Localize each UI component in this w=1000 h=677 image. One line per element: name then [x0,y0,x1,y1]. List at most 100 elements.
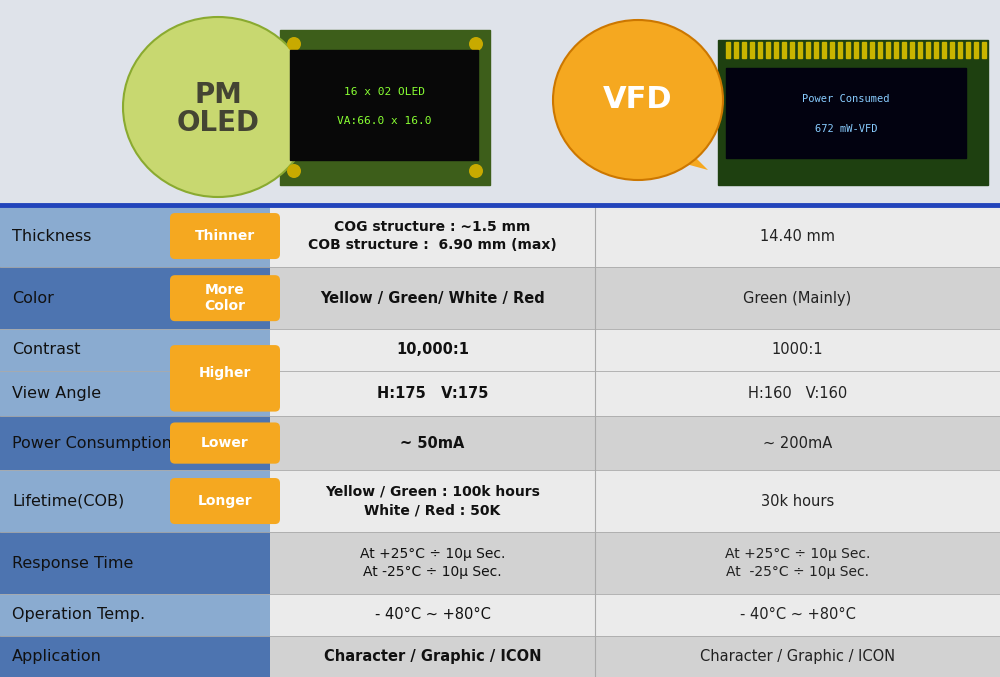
Bar [894,42,898,58]
FancyBboxPatch shape [170,213,280,259]
Text: 30k hours: 30k hours [761,494,834,508]
Text: COG structure : ~1.5 mm
COB structure :  6.90 mm (max): COG structure : ~1.5 mm COB structure : … [308,220,557,253]
Bar [270,416,1000,470]
Bar [942,42,946,58]
Bar [270,329,1000,370]
Text: Color: Color [12,290,54,305]
Text: Power Consumption: Power Consumption [12,435,172,451]
Bar [270,470,1000,532]
Bar [886,42,890,58]
Bar [918,42,922,58]
Text: Green (Mainly): Green (Mainly) [743,290,852,305]
Bar [846,42,850,58]
Bar [766,42,770,58]
Bar [798,42,802,58]
Bar [782,42,786,58]
Ellipse shape [553,20,723,180]
Bar [0,594,270,636]
Bar [902,42,906,58]
Bar [0,205,270,267]
Text: At +25°C ÷ 10μ Sec.
At  -25°C ÷ 10μ Sec.: At +25°C ÷ 10μ Sec. At -25°C ÷ 10μ Sec. [725,547,870,580]
Bar [0,470,270,532]
Bar [0,0,1000,205]
Text: Higher: Higher [199,387,251,400]
Text: Response Time: Response Time [12,556,133,571]
Text: Higher: Higher [199,366,251,380]
Text: At +25°C ÷ 10μ Sec.
At -25°C ÷ 10μ Sec.: At +25°C ÷ 10μ Sec. At -25°C ÷ 10μ Sec. [360,547,505,580]
Bar [0,636,270,677]
Bar [0,329,270,370]
Ellipse shape [123,17,313,197]
Bar [0,370,270,416]
Bar [0,267,270,329]
Text: Power Consumed: Power Consumed [802,95,890,104]
Bar [838,42,842,58]
Text: Operation Temp.: Operation Temp. [12,607,145,622]
Bar [966,42,970,58]
Text: 16 x 02 OLED: 16 x 02 OLED [344,87,424,97]
Bar [862,42,866,58]
Text: ~ 50mA: ~ 50mA [400,435,465,451]
Bar [950,42,954,58]
Bar [270,205,1000,267]
Bar [726,42,730,58]
Text: Lower: Lower [201,436,249,450]
Text: VA:66.0 x 16.0: VA:66.0 x 16.0 [337,116,431,127]
Text: OLED: OLED [176,109,260,137]
FancyBboxPatch shape [170,375,280,412]
Text: View Angle: View Angle [12,386,101,401]
Bar [806,42,810,58]
Bar [270,532,1000,594]
Circle shape [287,164,301,178]
Bar [750,42,754,58]
Text: H:160   V:160: H:160 V:160 [748,386,847,401]
Bar [734,42,738,58]
Text: Character / Graphic / ICON: Character / Graphic / ICON [700,649,895,663]
Text: - 40°C ~ +80°C: - 40°C ~ +80°C [740,607,855,622]
FancyBboxPatch shape [170,345,280,400]
Text: Application: Application [12,649,102,663]
Text: Yellow / Green/ White / Red: Yellow / Green/ White / Red [320,290,545,305]
Text: 10,000:1: 10,000:1 [396,343,469,357]
Text: 672 mW-VFD: 672 mW-VFD [815,124,877,134]
Bar [790,42,794,58]
FancyBboxPatch shape [170,422,280,464]
Text: Longer: Longer [198,494,252,508]
Text: H:175   V:175: H:175 V:175 [377,386,488,401]
Text: 1000:1: 1000:1 [772,343,823,357]
Bar [870,42,874,58]
Text: Character / Graphic / ICON: Character / Graphic / ICON [324,649,541,663]
Text: Thinner: Thinner [195,229,255,243]
Bar [280,30,490,185]
Bar [926,42,930,58]
Text: - 40°C ~ +80°C: - 40°C ~ +80°C [375,607,490,622]
Text: PM: PM [194,81,242,109]
Bar [270,594,1000,636]
Bar [0,416,270,470]
Bar [270,267,1000,329]
Bar [774,42,778,58]
Text: Thickness: Thickness [12,229,91,244]
Bar [982,42,986,58]
Bar [830,42,834,58]
Bar [878,42,882,58]
Text: Yellow / Green : 100k hours
White / Red : 50K: Yellow / Green : 100k hours White / Red … [325,485,540,517]
Text: ~ 200mA: ~ 200mA [763,435,832,451]
Bar [290,50,478,160]
Text: VFD: VFD [603,85,673,114]
Bar [958,42,962,58]
FancyBboxPatch shape [170,275,280,321]
Bar [758,42,762,58]
Bar [742,42,746,58]
Bar [726,68,966,158]
Bar [270,636,1000,677]
Bar [822,42,826,58]
Text: Lifetime(COB): Lifetime(COB) [12,494,124,508]
Text: More
Color: More Color [205,283,246,313]
Text: Contrast: Contrast [12,343,80,357]
Polygon shape [653,130,708,170]
Bar [934,42,938,58]
Text: 14.40 mm: 14.40 mm [760,229,835,244]
Circle shape [469,164,483,178]
Bar [0,532,270,594]
